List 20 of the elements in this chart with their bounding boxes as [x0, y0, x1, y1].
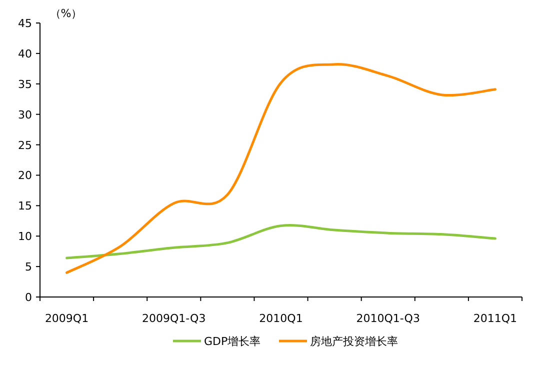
y-tick-label: 25 — [18, 138, 32, 152]
y-tick-label: 35 — [18, 78, 32, 91]
y-tick-label: 10 — [18, 230, 32, 244]
line-series — [66, 63, 496, 274]
x-tick-label: 2011Q1 — [473, 312, 518, 325]
y-tick-label: 45 — [18, 17, 32, 30]
legend-label: GDP增长率 — [204, 335, 261, 348]
y-tick-label: 20 — [18, 169, 32, 182]
y-tick-label: 30 — [18, 108, 32, 122]
y-tick-label: 15 — [18, 200, 32, 213]
x-tick-label: 2009Q1 — [44, 312, 89, 325]
x-tick-label: 2009Q1-Q3 — [142, 312, 206, 325]
legend-label: 房地产投资增长率 — [310, 335, 398, 348]
x-tick-label: 2010Q1 — [259, 312, 303, 325]
y-tick-label: 5 — [25, 260, 32, 274]
y-tick-label: 0 — [25, 291, 32, 304]
y-axis-title: （%） — [50, 7, 82, 20]
line-series — [66, 224, 496, 260]
x-tick-label: 2010Q1-Q3 — [356, 312, 420, 325]
y-tick-label: 40 — [18, 47, 32, 60]
